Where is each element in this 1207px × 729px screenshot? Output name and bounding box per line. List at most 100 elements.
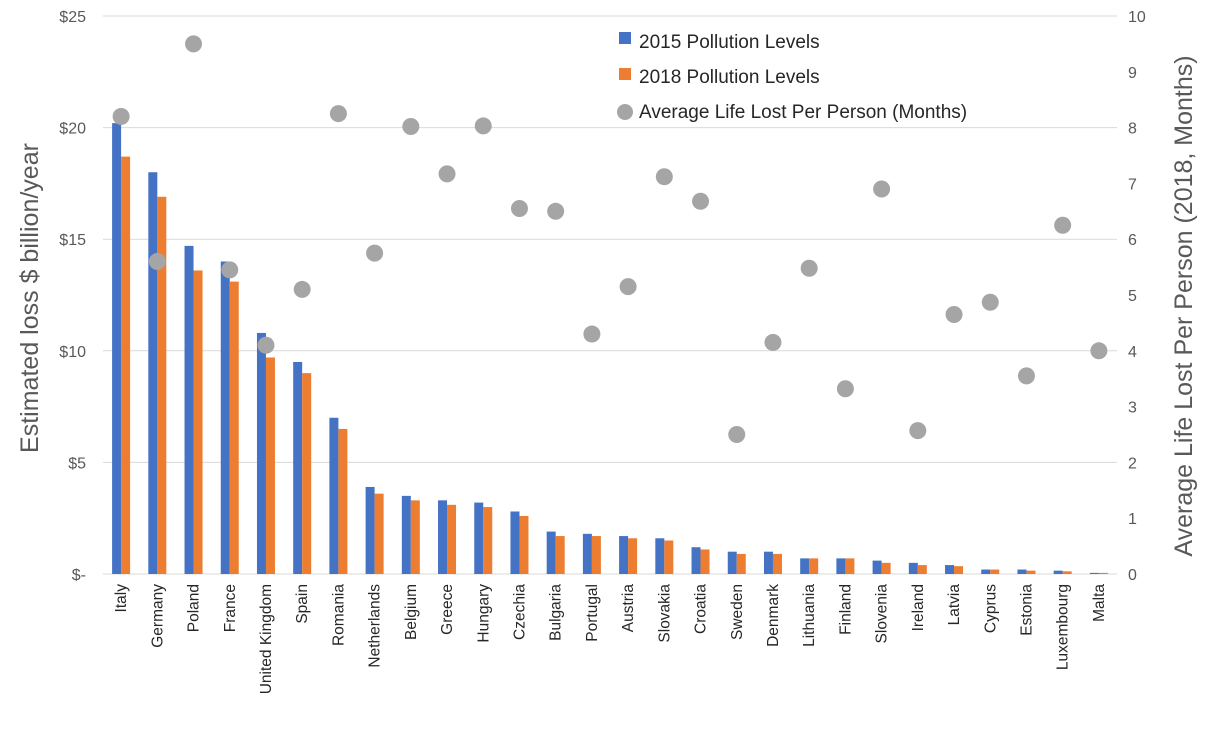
category-label: Czechia	[511, 584, 528, 640]
bar-2018	[700, 549, 710, 574]
category-label: Austria	[620, 584, 637, 633]
life-lost-point	[692, 192, 710, 210]
left-tick-label: $25	[59, 9, 86, 26]
life-lost-point	[836, 380, 854, 398]
life-lost-point	[583, 325, 601, 343]
life-lost-point	[909, 422, 927, 440]
category-label: Poland	[186, 584, 203, 632]
bar-2015	[800, 558, 810, 574]
bar-2018	[519, 515, 529, 574]
legend-label-2015: 2015 Pollution Levels	[639, 32, 820, 53]
life-lost-point	[148, 253, 166, 271]
bar-2015	[184, 245, 194, 574]
bar-2018	[374, 493, 384, 574]
bar-2015	[510, 511, 520, 574]
left-tick-label: $5	[68, 455, 86, 472]
category-label: Finland	[837, 584, 854, 635]
category-label: Ireland	[910, 584, 927, 631]
right-tick-label: 8	[1128, 121, 1137, 138]
life-lost-point	[728, 426, 746, 443]
life-lost-point	[981, 293, 999, 311]
category-label: Sweden	[729, 584, 746, 640]
right-tick-label: 10	[1128, 9, 1146, 26]
bar-2015	[256, 332, 266, 574]
category-label: United Kingdom	[258, 584, 275, 694]
legend-label-life-lost: Average Life Lost Per Person (Months)	[639, 102, 967, 123]
category-label: Spain	[294, 584, 311, 624]
left-tick-label: $15	[59, 232, 86, 249]
bar-2018	[990, 569, 1000, 574]
left-tick-label: $-	[72, 567, 86, 584]
bar-2018	[1098, 572, 1108, 574]
life-lost-point	[329, 105, 347, 123]
right-tick-label: 9	[1128, 65, 1137, 82]
bar-2015	[220, 261, 230, 574]
bar-2015	[1017, 569, 1027, 574]
bar-2015	[401, 495, 411, 574]
life-lost-point	[1054, 216, 1072, 234]
legend-swatch-2015	[619, 32, 631, 44]
bar-2018	[447, 504, 457, 574]
category-label: Italy	[113, 584, 130, 613]
bar-2015	[945, 565, 955, 574]
category-label: Greece	[439, 584, 456, 635]
life-lost-point	[185, 35, 203, 53]
bar-2018	[193, 270, 203, 574]
category-label: Bulgaria	[548, 584, 565, 641]
category-label: Denmark	[765, 584, 782, 647]
category-label: Luxembourg	[1055, 584, 1072, 670]
bar-2015	[763, 551, 773, 574]
bar-2018	[664, 540, 674, 574]
life-lost-point	[655, 168, 673, 186]
category-label: Latvia	[946, 584, 963, 626]
category-label: Slovenia	[874, 584, 891, 644]
bar-2018	[229, 281, 239, 574]
life-lost-point	[257, 336, 275, 354]
bar-2015	[981, 569, 991, 574]
bar-2015	[619, 536, 629, 574]
gridlines	[103, 15, 1117, 575]
scatter-series	[112, 35, 1108, 443]
life-lost-point	[221, 261, 239, 279]
right-tick-label: 2	[1128, 455, 1137, 472]
bar-2018	[1062, 571, 1072, 574]
bar-2018	[157, 196, 167, 575]
bar-2018	[338, 428, 348, 574]
category-label: France	[222, 584, 239, 632]
life-lost-point	[1017, 367, 1035, 385]
bar-2015	[836, 558, 846, 574]
bar-2018	[628, 538, 638, 574]
category-labels: Italy Germany Poland France United Kingdom Sp…	[113, 584, 1108, 695]
life-lost-point	[1090, 342, 1108, 360]
left-axis-title: Estimated loss $ billion/year	[16, 143, 44, 453]
legend: 2015 Pollution Levels 2018 Pollution Lev…	[617, 32, 967, 123]
legend-swatch-2018	[619, 68, 631, 80]
category-label: Belgium	[403, 584, 420, 640]
right-tick-label: 3	[1128, 400, 1137, 417]
category-label: Portugal	[584, 584, 601, 642]
category-label: Slovakia	[656, 584, 673, 643]
right-tick-label: 0	[1128, 567, 1137, 584]
bar-2018	[845, 558, 855, 574]
bar-2015	[582, 533, 592, 574]
bar-2018	[483, 507, 493, 574]
bar-2015	[655, 538, 665, 574]
bar-2018	[265, 357, 275, 574]
category-label: Lithuania	[801, 584, 818, 647]
life-lost-point	[293, 280, 311, 298]
left-axis-ticks: $- $5 $10 $15 $20 $25	[59, 9, 86, 584]
right-tick-label: 7	[1128, 176, 1137, 193]
right-tick-label: 4	[1128, 344, 1137, 361]
life-lost-point	[438, 165, 456, 183]
life-lost-point	[366, 244, 384, 262]
category-label: Croatia	[693, 584, 710, 634]
legend-label-2018: 2018 Pollution Levels	[639, 67, 820, 88]
bar-2015	[438, 500, 448, 574]
bar-2015	[546, 531, 556, 574]
category-label: Netherlands	[367, 584, 384, 668]
bar-2018	[917, 565, 927, 574]
bar-2018	[954, 566, 964, 574]
bar-2018	[1026, 570, 1036, 574]
bar-2015	[365, 486, 375, 574]
